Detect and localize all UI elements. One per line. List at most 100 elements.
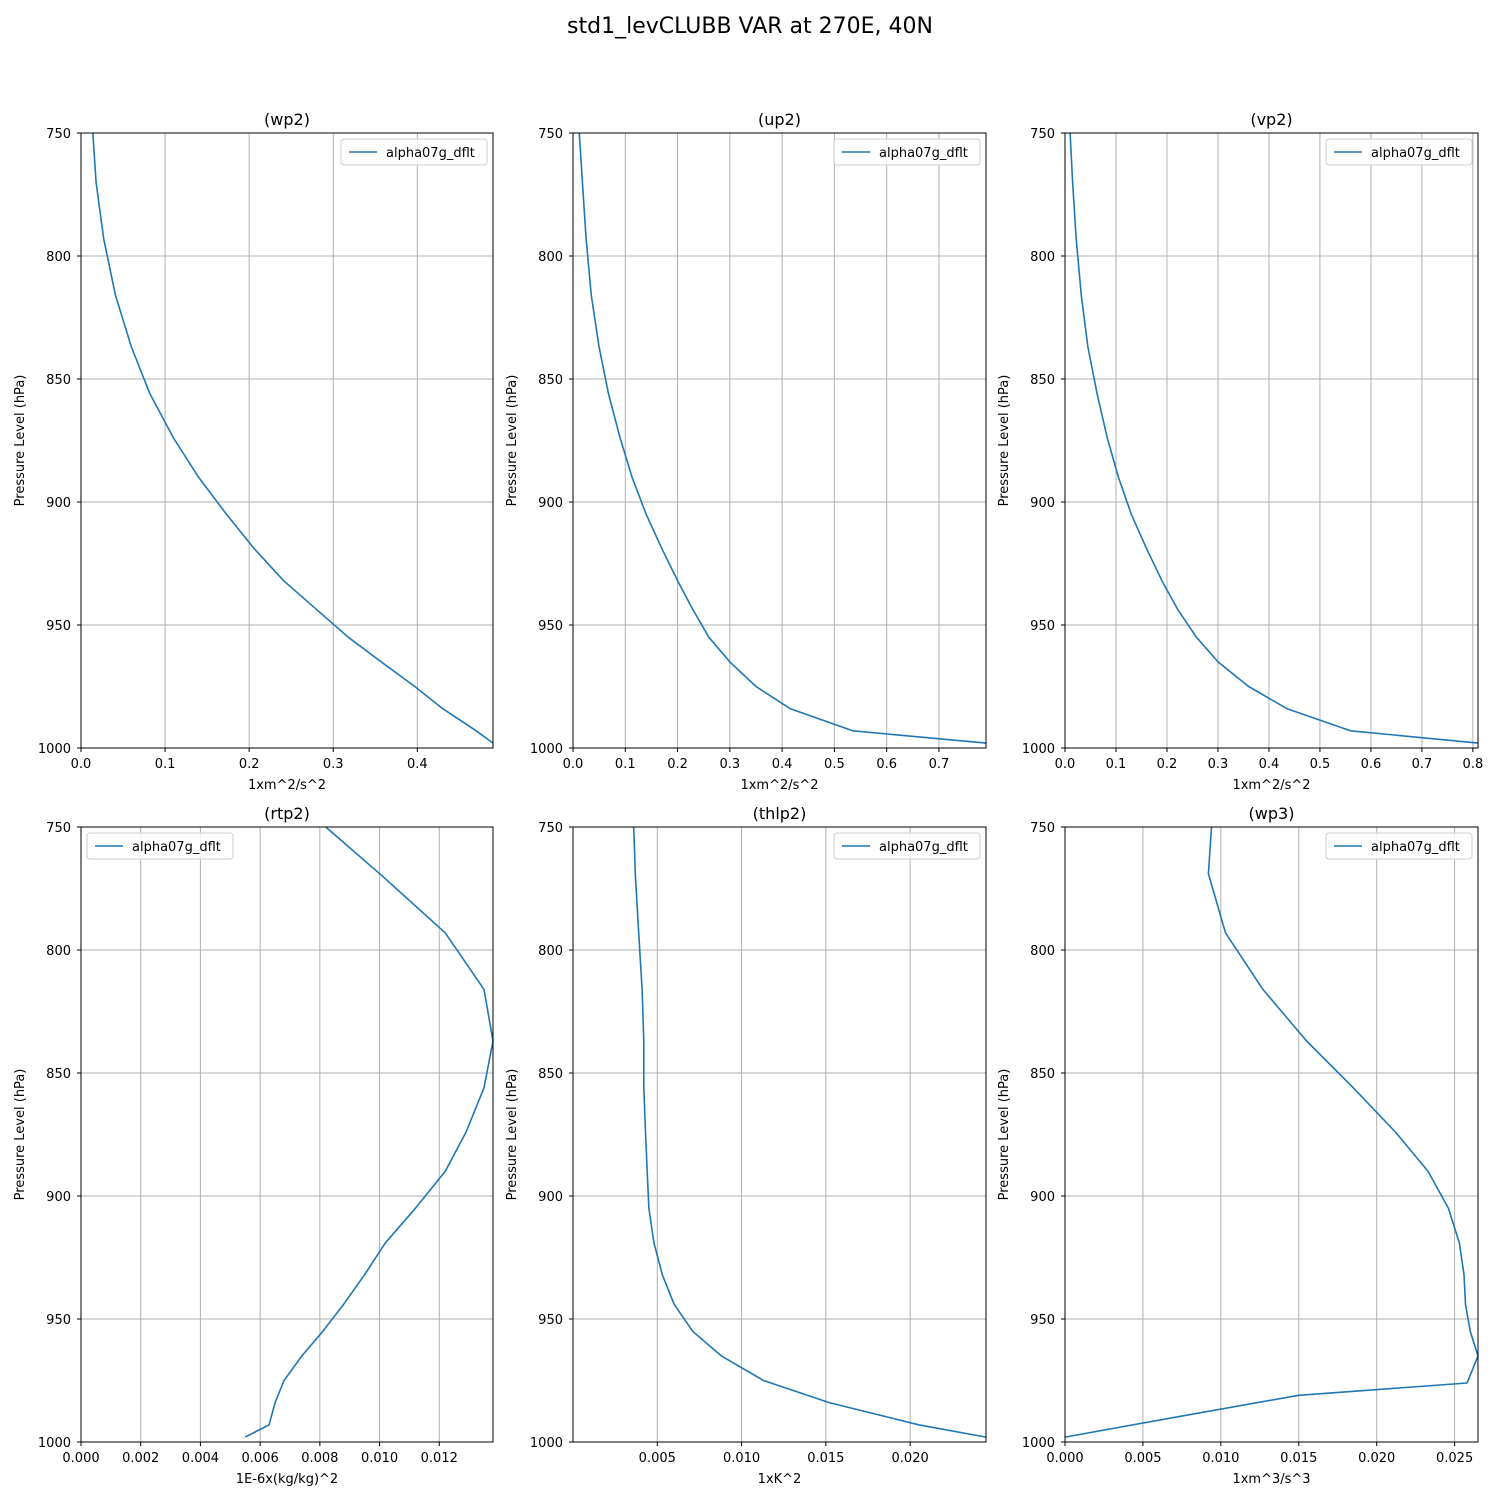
y-tick-label: 850 [46, 1067, 71, 1082]
x-tick-label: 0.0 [563, 757, 584, 772]
x-tick-label: 0.005 [1124, 1451, 1161, 1466]
series-line [92, 132, 494, 744]
legend-label: alpha07g_dflt [879, 840, 968, 855]
x-tick-label: 0.3 [719, 757, 740, 772]
x-tick-label: 0.000 [62, 1451, 99, 1466]
x-tick-label: 0.008 [301, 1451, 338, 1466]
y-tick-label: 850 [538, 1067, 563, 1082]
series-line [1064, 826, 1479, 1438]
axes-frame [572, 826, 987, 1443]
legend-box [1325, 832, 1473, 860]
y-tick-label: 1000 [530, 1436, 563, 1451]
y-tick-label: 850 [46, 373, 71, 388]
y-tick-label: 1000 [38, 742, 71, 757]
legend-label: alpha07g_dflt [1371, 146, 1460, 161]
y-tick-label: 900 [1030, 496, 1055, 511]
y-tick-label: 1000 [1022, 742, 1055, 757]
x-tick-label: 0.3 [1208, 757, 1229, 772]
y-axis-label: Pressure Level (hPa) [997, 1069, 1012, 1201]
x-tick-label: 0.004 [182, 1451, 219, 1466]
y-tick-label: 950 [46, 619, 71, 634]
legend-box [833, 138, 981, 166]
axes-frame [572, 132, 987, 749]
y-tick-label: 800 [1030, 944, 1055, 959]
y-tick-label: 750 [1030, 821, 1055, 836]
chart-title: (vp2) [1250, 110, 1292, 129]
axes-frame [1064, 132, 1479, 749]
x-tick-label: 0.5 [824, 757, 845, 772]
x-tick-label: 0.015 [807, 1451, 844, 1466]
x-tick-label: 0.4 [407, 757, 428, 772]
legend-box [340, 138, 488, 166]
y-tick-label: 950 [1030, 1313, 1055, 1328]
y-tick-label: 1000 [530, 742, 563, 757]
chart-panel-4: 0.000 0.002 0.004 0.006 0.008 0.010 0.012 750 80… [13, 804, 494, 1487]
y-tick-label: 850 [1030, 1067, 1055, 1082]
chart-panel-5: 0.005 0.010 0.015 0.020 750 800 850 900 950 1000 (… [505, 804, 987, 1487]
x-tick-label: 0.002 [122, 1451, 159, 1466]
x-tick-label: 0.012 [421, 1451, 458, 1466]
legend-box [86, 832, 234, 860]
series-line [578, 132, 987, 744]
series-line [1069, 132, 1479, 744]
axes-frame [80, 826, 494, 1443]
x-tick-label: 0.0 [1055, 757, 1076, 772]
series-line [244, 826, 494, 1438]
chart-title: (rtp2) [264, 804, 310, 823]
y-axis-label: Pressure Level (hPa) [13, 1069, 28, 1201]
chart-title: (wp2) [264, 110, 310, 129]
y-axis-label: Pressure Level (hPa) [997, 375, 1012, 507]
y-tick-label: 900 [538, 496, 563, 511]
x-axis-label: 1xm^2/s^2 [1232, 778, 1310, 793]
y-tick-label: 950 [46, 1313, 71, 1328]
axes-frame [80, 132, 494, 749]
x-tick-label: 0.4 [772, 757, 793, 772]
x-tick-label: 0.020 [892, 1451, 929, 1466]
y-tick-label: 800 [1030, 250, 1055, 265]
x-tick-label: 0.2 [667, 757, 688, 772]
legend: alpha07g_dflt [833, 138, 981, 166]
y-tick-label: 1000 [1022, 1436, 1055, 1451]
legend: alpha07g_dflt [86, 832, 234, 860]
y-tick-label: 750 [538, 821, 563, 836]
legend: alpha07g_dflt [1325, 138, 1473, 166]
legend: alpha07g_dflt [1325, 832, 1473, 860]
series-line [632, 826, 987, 1438]
y-tick-label: 750 [46, 127, 71, 142]
x-tick-label: 0.2 [239, 757, 260, 772]
chart-panel-1: 0.0 0.1 0.2 0.3 0.4 750 800 850 900 950 1000 (wp2) 1… [13, 110, 494, 793]
axes-frame [1064, 826, 1479, 1443]
y-tick-label: 850 [1030, 373, 1055, 388]
x-tick-label: 0.7 [1412, 757, 1433, 772]
y-tick-label: 850 [538, 373, 563, 388]
x-tick-label: 0.3 [323, 757, 344, 772]
chart-title: (wp3) [1249, 804, 1295, 823]
x-tick-label: 0.2 [1157, 757, 1178, 772]
x-tick-label: 0.010 [1202, 1451, 1239, 1466]
x-tick-label: 0.8 [1463, 757, 1484, 772]
y-tick-label: 800 [46, 944, 71, 959]
x-axis-label: 1xm^3/s^3 [1232, 1472, 1310, 1487]
y-tick-label: 900 [46, 496, 71, 511]
x-tick-label: 0.0 [71, 757, 92, 772]
x-axis-label: 1xm^2/s^2 [740, 778, 818, 793]
x-tick-label: 0.025 [1436, 1451, 1473, 1466]
chart-panel-6: 0.000 0.005 0.010 0.015 0.020 0.025 750 800 850 9… [997, 804, 1479, 1487]
x-tick-label: 0.000 [1046, 1451, 1083, 1466]
chart-panel-2: 0.0 0.1 0.2 0.3 0.4 0.5 0.6 0.7 750 800 850 900 950 1… [505, 110, 987, 793]
y-tick-label: 800 [46, 250, 71, 265]
y-tick-label: 750 [538, 127, 563, 142]
y-axis-label: Pressure Level (hPa) [505, 375, 520, 507]
legend-box [833, 832, 981, 860]
x-tick-label: 0.4 [1259, 757, 1280, 772]
x-tick-label: 0.6 [876, 757, 897, 772]
x-tick-label: 0.010 [723, 1451, 760, 1466]
x-axis-label: 1E-6x(kg/kg)^2 [236, 1472, 338, 1487]
x-tick-label: 0.010 [361, 1451, 398, 1466]
x-tick-label: 0.020 [1358, 1451, 1395, 1466]
y-tick-label: 800 [538, 250, 563, 265]
y-tick-label: 900 [538, 1190, 563, 1205]
chart-title: (up2) [758, 110, 801, 129]
y-tick-label: 800 [538, 944, 563, 959]
y-axis-label: Pressure Level (hPa) [505, 1069, 520, 1201]
